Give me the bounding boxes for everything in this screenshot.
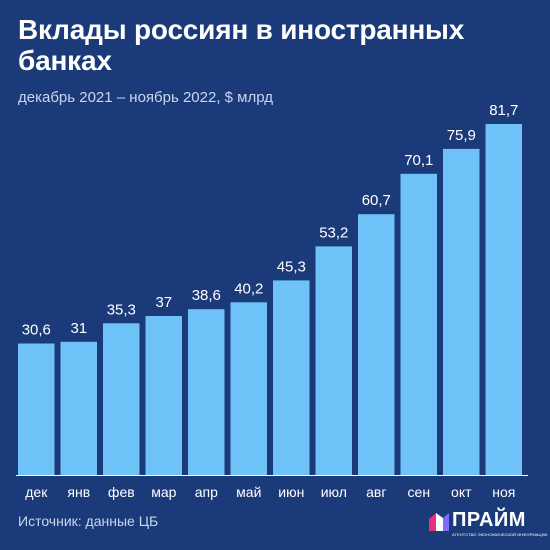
value-label: 31 [70,320,87,337]
category-label: апр [195,484,218,500]
bars-group [18,124,522,476]
bar-фев [103,323,140,475]
bar-янв [60,341,97,475]
bar-дек [18,343,55,475]
value-labels-group: 30,6 31 35,3 37 38,6 40,2 45,3 53,2 60,7 70,1 75,9… [22,102,519,339]
bar-май [230,302,267,475]
category-labels-group: дек янв фев мар апр май июн июл авг сен окт ноя [25,484,515,500]
chart-subtitle: декабрь 2021 – ноябрь 2022, $ млрд [18,89,273,106]
bar-сен [400,173,437,476]
bar-ноя [485,124,522,475]
prime-logo-text: ПРАЙМ [452,509,526,531]
category-label: дек [25,484,48,500]
prime-logo-tagline: АГЕНТСТВО ЭКОНОМИЧЕСКОЙ ИНФОРМАЦИИ [452,532,548,537]
category-label: фев [108,484,135,500]
value-label: 81,7 [489,102,518,119]
prime-logo-icon [429,513,449,531]
category-label: авг [366,484,386,500]
value-label: 35,3 [107,301,136,318]
value-label: 37 [155,294,172,311]
category-label: ноя [492,484,515,500]
category-label: май [236,484,261,500]
value-label: 40,2 [234,280,263,297]
value-label: 38,6 [192,287,221,304]
bar-мар [145,316,182,475]
source-note: Источник: данные ЦБ [18,513,159,529]
value-label: 45,3 [277,258,306,275]
category-label: сен [408,484,431,500]
category-label: июн [278,484,304,500]
bar-апр [188,309,225,475]
category-label: окт [451,484,472,500]
value-label: 75,9 [447,127,476,144]
category-label: июл [321,484,347,500]
value-label: 70,1 [404,152,433,169]
bar-авг [358,214,395,475]
category-label: янв [67,484,90,500]
bar-окт [443,148,480,475]
value-label: 53,2 [319,224,348,241]
category-label: мар [151,484,176,500]
value-label: 30,6 [22,322,51,339]
value-label: 60,7 [362,192,391,209]
prime-logo: ПРАЙМ АГЕНТСТВО ЭКОНОМИЧЕСКОЙ ИНФОРМАЦИИ [428,507,547,541]
chart-title: Вклады россиян в иностранных банках [18,14,465,76]
bar-июл [315,246,352,475]
bar-июн [273,280,310,475]
